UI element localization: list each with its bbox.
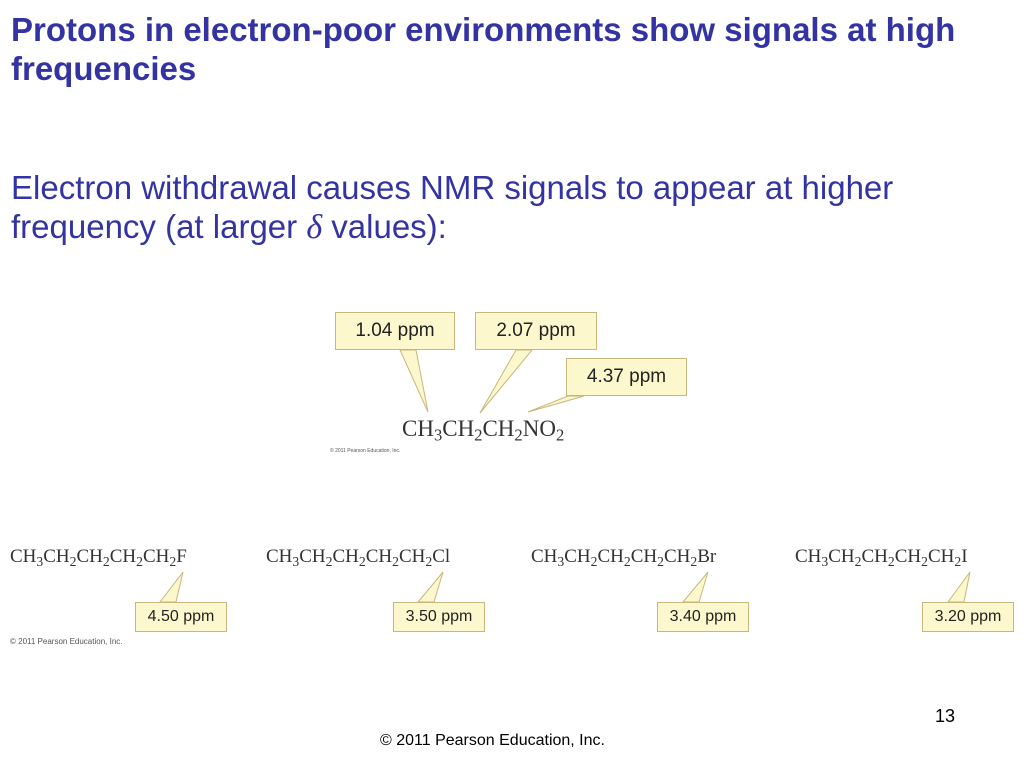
slide-heading-2: Electron withdrawal causes NMR signals t… xyxy=(11,168,1011,247)
leader-1-04 xyxy=(399,349,429,413)
pentyl-bromide-formula: CH3CH2CH2CH2CH2Br xyxy=(531,546,717,569)
callout-3-50-ppm: 3.50 ppm xyxy=(393,602,485,632)
callout-4-37-ppm: 4.37 ppm xyxy=(566,358,687,396)
pentyl-iodide-formula: CH3CH2CH2CH2CH2I xyxy=(795,546,968,569)
heading-2-text: Electron withdrawal causes NMR signals t… xyxy=(11,169,894,245)
callout-3-20-ppm: 3.20 ppm xyxy=(922,602,1014,632)
callout-1-04-ppm: 1.04 ppm xyxy=(335,312,455,350)
leader-4-37 xyxy=(527,395,585,413)
leader-3-20 xyxy=(947,571,971,603)
callout-2-07-ppm: 2.07 ppm xyxy=(475,312,597,350)
pentyl-fluoride-formula: CH3CH2CH2CH2CH2F xyxy=(10,546,187,569)
slide-footer: © 2011 Pearson Education, Inc. xyxy=(380,732,605,749)
figure-copyright-top: © 2011 Pearson Education, Inc. xyxy=(330,448,401,454)
nitropropane-formula: CH3CH2CH2NO2 xyxy=(402,416,565,445)
leader-4-50 xyxy=(158,571,184,603)
leader-2-07 xyxy=(479,349,534,414)
heading-2-text-end: values): xyxy=(322,208,447,245)
callout-3-40-ppm: 3.40 ppm xyxy=(657,602,749,632)
figure-copyright-bottom: © 2011 Pearson Education, Inc. xyxy=(10,637,123,646)
leader-3-50 xyxy=(416,571,444,603)
pentyl-chloride-formula: CH3CH2CH2CH2CH2Cl xyxy=(266,546,451,569)
slide-heading-1: Protons in electron-poor environments sh… xyxy=(11,11,956,87)
page-number: 13 xyxy=(935,706,956,726)
leader-3-40 xyxy=(681,571,709,603)
delta-symbol: δ xyxy=(306,209,323,246)
callout-4-50-ppm: 4.50 ppm xyxy=(135,602,227,632)
